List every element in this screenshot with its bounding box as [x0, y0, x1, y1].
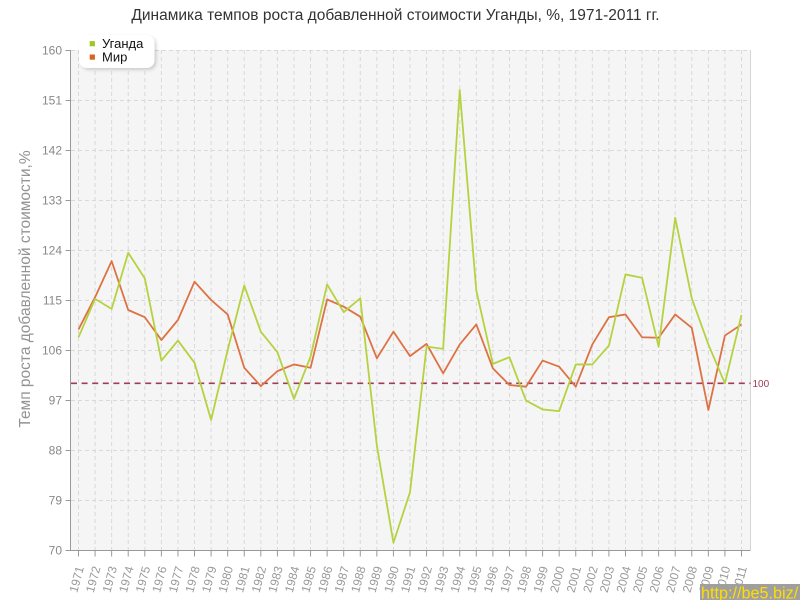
svg-text:1991: 1991: [398, 564, 419, 594]
svg-text:2003: 2003: [597, 564, 618, 594]
svg-text:2005: 2005: [630, 564, 651, 594]
svg-text:2001: 2001: [564, 564, 585, 594]
svg-text:1973: 1973: [100, 564, 121, 594]
svg-text:1989: 1989: [365, 564, 386, 594]
svg-text:1998: 1998: [514, 564, 535, 594]
svg-text:1980: 1980: [216, 564, 237, 594]
svg-text:142: 142: [42, 144, 62, 158]
svg-text:2006: 2006: [647, 564, 668, 594]
svg-text:http://be5.biz/: http://be5.biz/: [701, 585, 799, 600]
svg-text:2008: 2008: [680, 564, 701, 594]
svg-text:1972: 1972: [83, 564, 104, 594]
svg-text:160: 160: [42, 44, 62, 58]
svg-text:Темп роста добавленной стоимос: Темп роста добавленной стоимости,%: [17, 150, 34, 428]
svg-text:79: 79: [49, 494, 63, 508]
svg-text:1978: 1978: [182, 564, 203, 594]
svg-text:1996: 1996: [481, 564, 502, 594]
svg-text:2000: 2000: [547, 564, 568, 594]
svg-text:2002: 2002: [580, 564, 601, 594]
svg-text:1990: 1990: [381, 564, 402, 594]
svg-text:1982: 1982: [249, 564, 270, 594]
svg-text:1976: 1976: [149, 564, 170, 594]
svg-text:106: 106: [42, 344, 62, 358]
svg-text:115: 115: [43, 294, 62, 308]
svg-text:88: 88: [49, 444, 63, 458]
svg-text:1987: 1987: [332, 564, 353, 594]
svg-text:97: 97: [49, 394, 63, 408]
svg-text:1983: 1983: [265, 564, 286, 594]
svg-text:1994: 1994: [448, 564, 469, 594]
svg-text:1997: 1997: [497, 564, 518, 594]
svg-text:1985: 1985: [299, 564, 320, 594]
svg-text:1979: 1979: [199, 564, 220, 594]
svg-text:2007: 2007: [663, 564, 684, 594]
svg-text:133: 133: [42, 194, 62, 208]
svg-text:2004: 2004: [613, 564, 634, 594]
svg-text:1986: 1986: [315, 564, 336, 594]
svg-text:1974: 1974: [116, 564, 137, 594]
svg-text:100: 100: [753, 379, 770, 390]
svg-text:Мир: Мир: [102, 50, 127, 65]
svg-text:1977: 1977: [166, 564, 187, 594]
svg-text:1971: 1971: [66, 564, 87, 594]
svg-text:Динамика темпов роста добавлен: Динамика темпов роста добавленной стоимо…: [131, 7, 659, 24]
svg-text:124: 124: [42, 244, 62, 258]
svg-text:1995: 1995: [464, 564, 485, 594]
svg-text:70: 70: [49, 544, 63, 558]
svg-text:Уганда: Уганда: [102, 36, 144, 51]
svg-text:1999: 1999: [531, 564, 552, 594]
svg-text:1981: 1981: [232, 564, 253, 594]
svg-text:1993: 1993: [431, 564, 452, 594]
svg-text:1984: 1984: [282, 564, 303, 594]
svg-text:1992: 1992: [415, 564, 436, 594]
svg-text:1975: 1975: [133, 564, 154, 594]
svg-text:151: 151: [42, 94, 62, 108]
svg-text:1988: 1988: [348, 564, 369, 594]
